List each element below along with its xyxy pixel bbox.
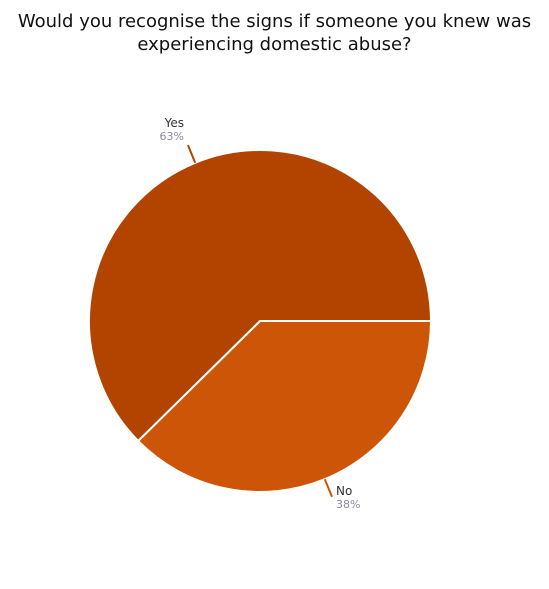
slice-value-label: 38% <box>336 498 360 511</box>
slice-label: No <box>336 484 352 498</box>
pie-slice <box>136 320 433 493</box>
leader-line <box>323 478 333 498</box>
chart-title: Would you recognise the signs if someone… <box>17 11 532 55</box>
leader-line <box>187 144 197 164</box>
slice-value-label: 63% <box>160 130 184 143</box>
slice-label: Yes <box>164 116 184 130</box>
